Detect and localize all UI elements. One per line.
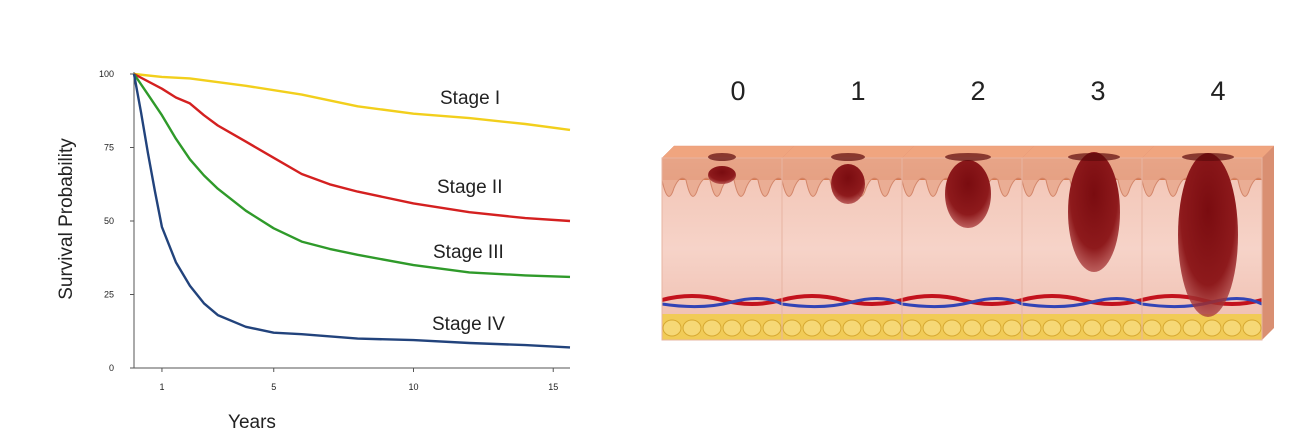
tumor-shape bbox=[831, 164, 865, 204]
x-tick-label: 10 bbox=[408, 382, 418, 392]
skin-block-stage-3 bbox=[1021, 145, 1155, 341]
stage-number-label: 2 bbox=[970, 76, 985, 106]
y-tick-label: 0 bbox=[109, 363, 114, 373]
series-line-stage-ii bbox=[133, 72, 571, 223]
stage-number-label: 1 bbox=[850, 76, 865, 106]
y-tick-label: 75 bbox=[104, 143, 114, 153]
series-line-stage-i bbox=[133, 72, 571, 132]
stage-number-label: 3 bbox=[1090, 76, 1105, 106]
stage-number-label: 4 bbox=[1210, 76, 1225, 106]
skin-block-stage-0 bbox=[661, 145, 795, 341]
y-axis-label: Survival Probability bbox=[56, 138, 77, 300]
skin-block-stage-4 bbox=[1141, 145, 1275, 341]
x-tick-label: 1 bbox=[159, 382, 164, 392]
x-tick-label: 5 bbox=[271, 382, 276, 392]
series-label: Stage I bbox=[440, 88, 500, 109]
melanoma-stage-diagram: 0 1 2 3 4 bbox=[661, 76, 1275, 341]
tumor-shape bbox=[708, 166, 736, 184]
skin-block-stage-2 bbox=[901, 145, 1035, 341]
series-label: Stage III bbox=[433, 242, 504, 263]
y-tick-label: 100 bbox=[99, 69, 114, 79]
series-label: Stage IV bbox=[432, 314, 505, 335]
series-label: Stage II bbox=[437, 177, 503, 198]
tumor-shape bbox=[1178, 153, 1238, 317]
tumor-shape bbox=[945, 160, 991, 228]
tumor-shape bbox=[1068, 152, 1120, 272]
x-tick-label: 15 bbox=[548, 382, 558, 392]
y-tick-label: 25 bbox=[104, 290, 114, 300]
stage-number-label: 0 bbox=[730, 76, 745, 106]
y-tick-label: 50 bbox=[104, 216, 114, 226]
x-axis-label: Years bbox=[228, 412, 276, 433]
series-line-stage-iii bbox=[133, 73, 571, 279]
series-line-stage-iv bbox=[132, 73, 571, 349]
skin-block-stage-1 bbox=[781, 145, 915, 341]
